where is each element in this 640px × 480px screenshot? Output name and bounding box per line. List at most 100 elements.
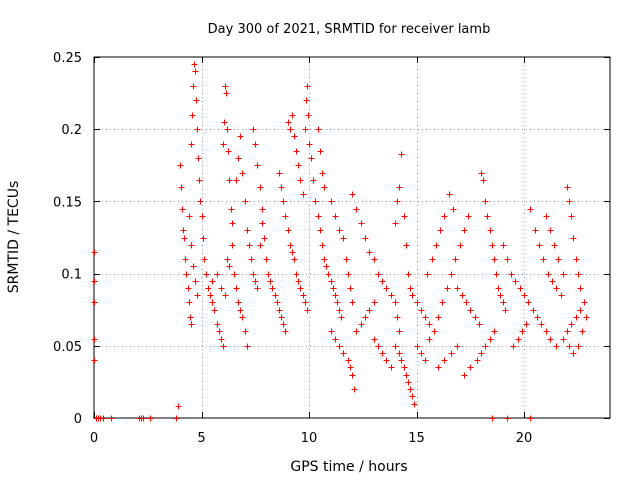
data-point: [177, 162, 184, 169]
data-point: [534, 314, 541, 321]
data-point: [383, 285, 390, 292]
data-point: [435, 364, 442, 371]
data-point: [349, 299, 356, 306]
data-point: [538, 321, 545, 328]
y-tick-label: 0.2: [61, 123, 82, 138]
data-point: [401, 213, 408, 220]
data-point: [489, 242, 496, 249]
data-point: [185, 285, 192, 292]
data-point: [180, 227, 187, 234]
data-point: [414, 343, 421, 350]
data-point: [293, 271, 300, 278]
data-point: [570, 235, 577, 242]
data-point: [433, 242, 440, 249]
data-point: [201, 256, 208, 263]
data-point: [521, 292, 528, 299]
data-point: [332, 292, 339, 299]
data-point: [396, 328, 403, 335]
data-point: [317, 227, 324, 234]
data-point: [297, 285, 304, 292]
data-point: [349, 372, 356, 379]
data-point: [91, 336, 98, 343]
data-point: [303, 97, 310, 104]
data-point: [414, 299, 421, 306]
data-point: [366, 307, 373, 314]
x-tick-label: 15: [408, 431, 425, 446]
data-point: [252, 141, 259, 148]
data-point: [351, 386, 358, 393]
data-point: [497, 292, 504, 299]
data-point: [398, 357, 405, 364]
y-axis-label: SRMTID / TECUs: [6, 181, 22, 294]
data-point: [573, 314, 580, 321]
data-point: [244, 227, 251, 234]
data-point: [229, 242, 236, 249]
data-point: [487, 227, 494, 234]
data-point: [441, 213, 448, 220]
data-point: [269, 285, 276, 292]
plot-area-frame: [93, 56, 611, 419]
data-point: [282, 328, 289, 335]
data-point: [328, 278, 335, 285]
data-point: [429, 256, 436, 263]
x-tick-label: 5: [197, 431, 205, 446]
data-point: [308, 155, 315, 162]
data-point: [474, 357, 481, 364]
data-point: [435, 314, 442, 321]
data-point: [263, 256, 270, 263]
data-point: [265, 271, 272, 278]
data-point: [493, 271, 500, 278]
data-point: [407, 285, 414, 292]
data-point: [190, 263, 197, 270]
data-point: [328, 328, 335, 335]
data-point: [510, 343, 517, 350]
data-point: [214, 321, 221, 328]
data-point: [306, 141, 313, 148]
data-point: [347, 364, 354, 371]
data-point: [366, 249, 373, 256]
data-point: [394, 198, 401, 205]
data-point: [577, 307, 584, 314]
data-point: [321, 184, 328, 191]
data-point: [278, 184, 285, 191]
chart-title: Day 300 of 2021, SRMTID for receiver lam…: [208, 22, 491, 37]
data-point: [291, 133, 298, 140]
data-point: [108, 415, 115, 422]
data-point: [349, 191, 356, 198]
data-point: [379, 278, 386, 285]
data-point: [411, 401, 418, 408]
data-point: [517, 285, 524, 292]
data-point: [489, 415, 496, 422]
data-point: [545, 271, 552, 278]
data-point: [407, 386, 414, 393]
data-point: [336, 307, 343, 314]
data-point: [467, 307, 474, 314]
x-tick-label: 10: [301, 431, 318, 446]
data-point: [345, 271, 352, 278]
data-point: [467, 364, 474, 371]
data-point: [375, 271, 382, 278]
data-point: [405, 379, 412, 386]
data-point: [276, 170, 283, 177]
data-point: [478, 170, 485, 177]
data-point: [568, 213, 575, 220]
data-point: [218, 336, 225, 343]
y-tick-label: 0.25: [53, 51, 82, 66]
data-point: [504, 256, 511, 263]
data-point: [224, 126, 231, 133]
data-point: [315, 213, 322, 220]
data-point: [237, 307, 244, 314]
data-point: [186, 299, 193, 306]
data-point: [439, 299, 446, 306]
data-point: [543, 328, 550, 335]
data-point: [188, 321, 195, 328]
data-point: [583, 314, 590, 321]
data-point: [285, 119, 292, 126]
data-point: [579, 328, 586, 335]
data-point: [235, 155, 242, 162]
data-point: [233, 177, 240, 184]
data-point: [431, 328, 438, 335]
data-point: [226, 177, 233, 184]
data-point: [482, 198, 489, 205]
